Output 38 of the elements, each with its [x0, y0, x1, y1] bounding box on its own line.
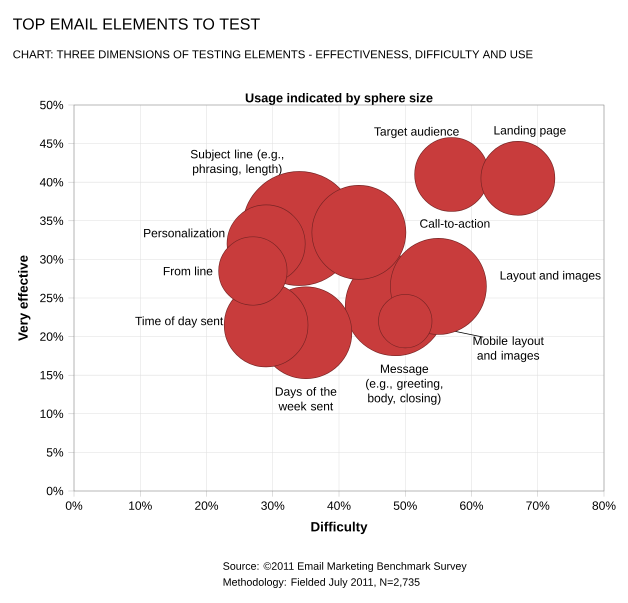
series-label: Personalization: [144, 228, 224, 238]
y-tick-label: 20%: [40, 332, 64, 341]
y-tick-label: 15%: [40, 370, 64, 380]
y-tick-label: 50%: [40, 100, 64, 110]
series-label: Landing page: [494, 126, 566, 137]
series-label: Days of the week sent: [276, 386, 336, 410]
x-tick-label: 0%: [66, 501, 82, 510]
x-tick-label: 40%: [327, 501, 351, 510]
y-tick-label: 25%: [40, 294, 64, 302]
y-tick-label: 30%: [40, 255, 64, 264]
x-tick-label: 20%: [195, 501, 218, 510]
series-label: Time of day sent: [135, 316, 224, 328]
y-axis-title: Very effective: [18, 255, 30, 341]
y-tick-label: 5%: [46, 448, 64, 457]
x-tick-label: 60%: [460, 501, 484, 510]
text: Message (e.g., greeting, body, closing): [366, 364, 442, 405]
text: Methodology: Fielded July 2011, N=2,735: [224, 578, 420, 588]
series-label: Target audience: [374, 126, 459, 138]
y-tick-label: 0%: [46, 486, 64, 496]
chart-title: TOP EMAIL ELEMENTS TO TEST: [13, 18, 260, 30]
x-tick-label: 30%: [261, 501, 284, 510]
series-label: From line: [164, 266, 212, 276]
y-tick-label: 45%: [40, 139, 64, 148]
source-note: Source: ©2011 Email Marketing Benchmark Survey: [223, 562, 467, 572]
chart-subtitle: CHART: THREE DIMENSIONS OF TESTING ELEMENTS - EFFECTIVENESS, DIFFICULTY AND USE: [13, 50, 533, 60]
x-tick-label: 50%: [394, 501, 417, 510]
x-tick-label: 70%: [526, 501, 550, 510]
text: Mobile layout and images: [474, 336, 544, 362]
series-label: Layout and images: [500, 270, 601, 282]
x-axis-title: Difficulty: [311, 522, 368, 534]
x-tick-label: 80%: [592, 501, 616, 510]
x-tick-label: 10%: [129, 501, 152, 510]
y-tick-label: 35%: [40, 216, 64, 226]
y-tick-label: 40%: [40, 178, 64, 186]
text: Usage indicated by sphere size: [246, 93, 433, 105]
y-tick-label: 10%: [40, 410, 64, 418]
series-label: Subject line (e.g., phrasing, length): [190, 150, 284, 176]
series-label: Call-to-action: [420, 218, 490, 228]
